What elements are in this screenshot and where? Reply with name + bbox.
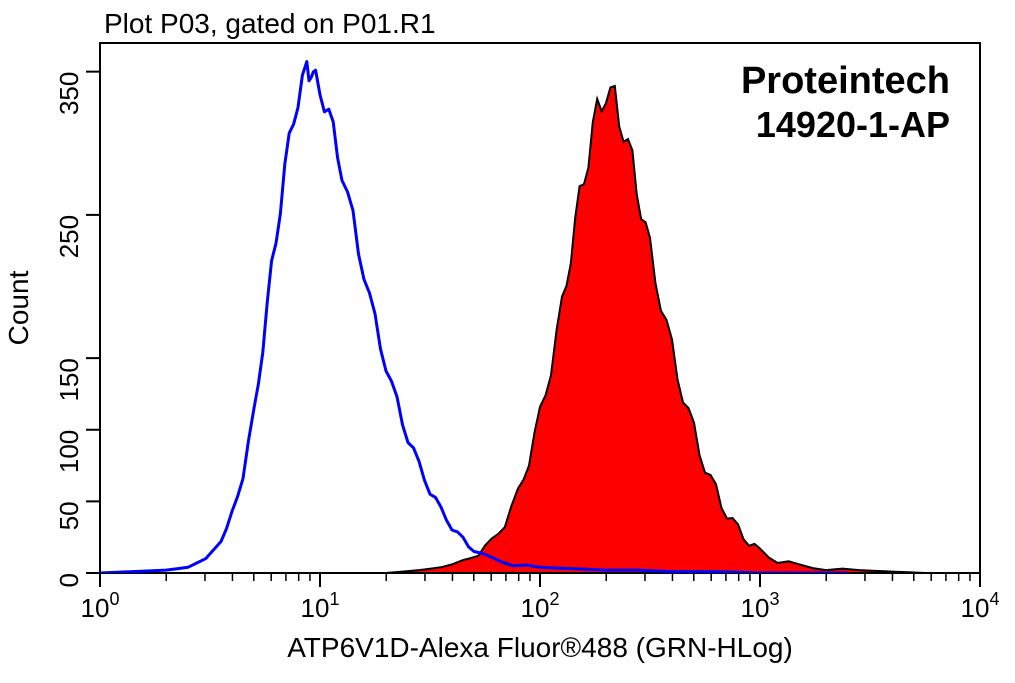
y-tick-label: 100 <box>54 430 84 473</box>
plot-title: Plot P03, gated on P01.R1 <box>104 8 436 39</box>
annotation-brand: Proteintech <box>741 60 950 102</box>
annotation-product: 14920-1-AP <box>756 104 950 145</box>
flow-cytometry-histogram: 100101102103104050100150250350Plot P03, … <box>0 0 1015 683</box>
x-axis-title: ATP6V1D-Alexa Fluor®488 (GRN-HLog) <box>287 632 793 663</box>
y-tick-label: 150 <box>54 358 84 401</box>
y-tick-label: 50 <box>54 501 84 530</box>
y-axis-title: Count <box>3 270 34 345</box>
y-tick-label: 250 <box>54 215 84 258</box>
y-tick-label: 350 <box>54 72 84 115</box>
y-tick-label: 0 <box>54 573 84 587</box>
chart-svg: 100101102103104050100150250350Plot P03, … <box>0 0 1015 683</box>
